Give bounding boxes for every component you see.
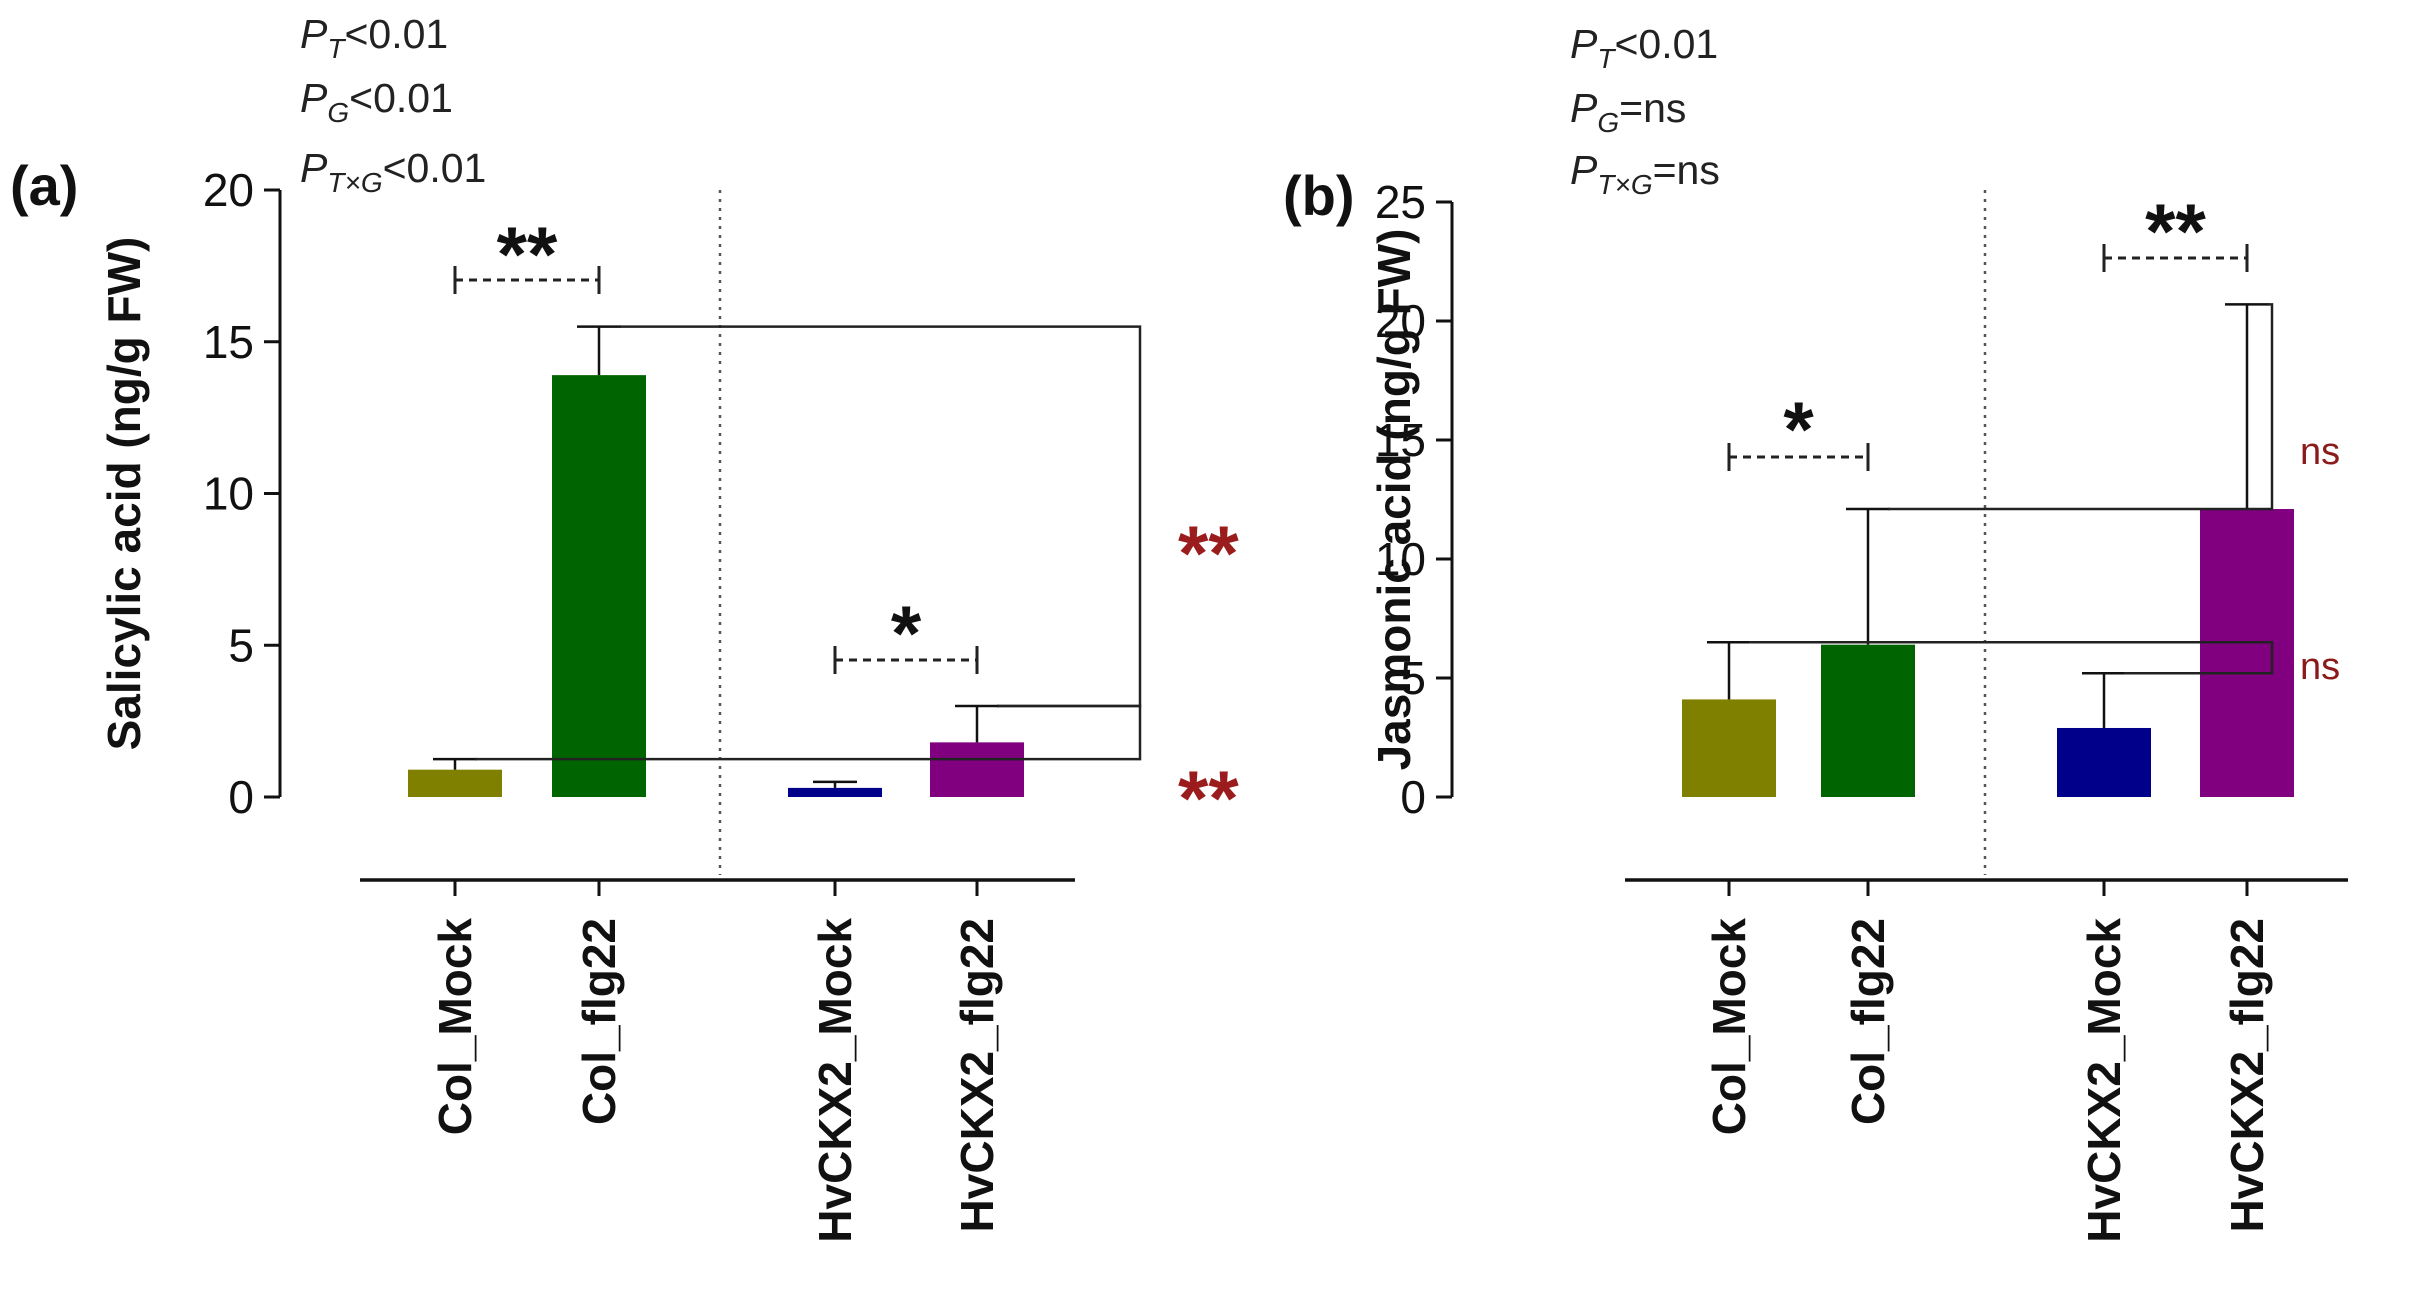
bar: [1821, 644, 1915, 797]
panel-label: (a): [10, 154, 78, 217]
stats-line: PG<0.01: [300, 75, 453, 128]
significance-label: **: [1178, 754, 1239, 842]
x-tick-label: HvCKX2_flg22: [951, 918, 1003, 1232]
x-tick-label: Col_Mock: [1703, 918, 1755, 1136]
bar: [2057, 727, 2151, 797]
bar: [930, 742, 1024, 797]
panel-a: 0 5 10 15 20 Salicylic acid (ng/g FW) (a) PT<0.…: [10, 11, 1239, 1243]
x-tick-label: HvCKX2_Mock: [809, 918, 861, 1243]
y-axis-title: Salicylic acid (ng/g FW): [98, 237, 150, 751]
stats-line: PT<0.01: [1570, 21, 1718, 74]
comparison-bracket: [1888, 303, 2274, 511]
bar: [788, 787, 882, 797]
y-tick-label: 10: [1375, 533, 1426, 585]
panel-label: (b): [1283, 164, 1355, 227]
significance-label: ns: [2300, 646, 2340, 688]
stats-line: PT×G=ns: [1570, 147, 1720, 200]
bar: [2200, 509, 2294, 797]
stats-line: PT×G<0.01: [300, 145, 486, 198]
significance-label: **: [497, 210, 558, 298]
x-tick-label: HvCKX2_flg22: [2221, 918, 2273, 1232]
stats-line: PG=ns: [1570, 85, 1686, 138]
y-tick-label: 20: [1375, 295, 1426, 347]
y-tick-label: 15: [203, 316, 254, 368]
bar: [408, 769, 502, 797]
y-tick-label: 0: [228, 771, 254, 823]
comparison-bracket: [475, 704, 1142, 761]
y-tick-label: 0: [1400, 771, 1426, 823]
x-tick-label: Col_Mock: [429, 918, 481, 1136]
y-tick-label: 25: [1375, 176, 1426, 228]
x-tick-label: Col_flg22: [1842, 918, 1894, 1125]
comparison-bracket: [619, 325, 1142, 708]
x-tick-label: Col_flg22: [573, 918, 625, 1125]
x-tick-label: HvCKX2_Mock: [2078, 918, 2130, 1243]
significance-label: **: [1178, 509, 1239, 597]
bar: [1682, 699, 1776, 797]
significance-label: ns: [2300, 431, 2340, 473]
bar: [552, 375, 646, 797]
stats-line: PT<0.01: [300, 11, 448, 64]
comparison-bracket: [1749, 641, 2274, 675]
y-tick-label: 20: [203, 164, 254, 216]
y-tick-label: 5: [228, 619, 254, 671]
significance-label: **: [2145, 187, 2206, 275]
y-tick-label: 15: [1375, 414, 1426, 466]
y-tick-label: 10: [203, 468, 254, 520]
significance-label: *: [891, 589, 922, 677]
y-tick-label: 5: [1400, 652, 1426, 704]
significance-label: *: [1783, 385, 1814, 473]
y-axis-title: Jasmonic acid (ng/g FW): [1368, 229, 1420, 771]
